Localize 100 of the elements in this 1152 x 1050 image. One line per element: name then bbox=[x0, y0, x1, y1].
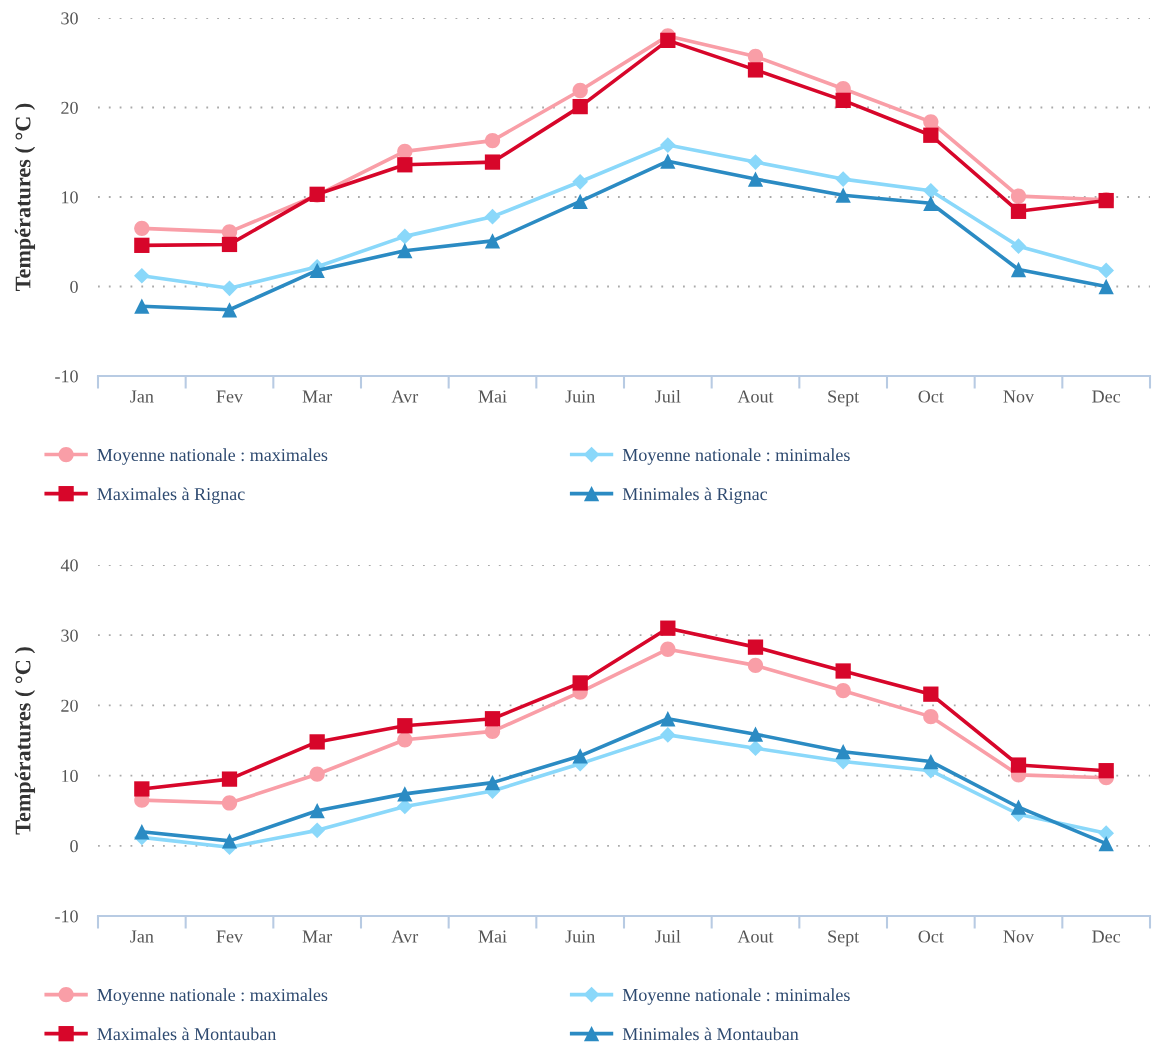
x-tick-label: Aout bbox=[737, 930, 774, 943]
point bbox=[659, 727, 676, 743]
point bbox=[1010, 261, 1027, 278]
y-tick-label: 30 bbox=[61, 629, 78, 642]
x-tick-label: Mar bbox=[302, 930, 333, 943]
point bbox=[660, 711, 676, 727]
y-tick-label: -10 bbox=[55, 370, 78, 383]
y-tick-label: 20 bbox=[61, 699, 78, 712]
point bbox=[397, 157, 413, 173]
point bbox=[923, 753, 939, 770]
point bbox=[484, 233, 501, 249]
point bbox=[1098, 836, 1114, 852]
point bbox=[1098, 278, 1114, 295]
y-axis-title: Températures ( °C ) bbox=[14, 103, 36, 291]
y-tick-label: 40 bbox=[60, 559, 78, 572]
point bbox=[923, 114, 939, 130]
point bbox=[572, 82, 588, 99]
x-tick-label: Fev bbox=[216, 930, 244, 943]
point bbox=[309, 822, 326, 839]
point bbox=[134, 781, 150, 797]
point bbox=[923, 195, 939, 211]
point bbox=[572, 748, 588, 764]
legend-label: Maximales à Rignac bbox=[97, 487, 245, 504]
point bbox=[221, 302, 238, 318]
x-tick-label: Mai bbox=[478, 930, 507, 943]
point bbox=[221, 795, 238, 811]
point bbox=[484, 711, 501, 727]
point bbox=[484, 774, 501, 791]
x-tick-label: Mai bbox=[478, 390, 507, 403]
point bbox=[397, 718, 413, 734]
legend-label: Maximales à Montauban bbox=[97, 1027, 277, 1041]
point bbox=[221, 280, 238, 297]
legend-label: Moyenne nationale : maximales bbox=[97, 448, 328, 465]
point bbox=[923, 686, 939, 702]
point bbox=[835, 663, 851, 679]
point bbox=[922, 182, 939, 199]
point bbox=[747, 62, 764, 78]
x-tick-label: Mar bbox=[302, 390, 333, 403]
point bbox=[1010, 799, 1027, 815]
y-tick-label: 10 bbox=[62, 191, 78, 204]
point bbox=[660, 641, 676, 657]
point bbox=[309, 766, 325, 782]
point bbox=[484, 132, 501, 149]
x-tick-label: Dec bbox=[1092, 390, 1121, 403]
point bbox=[309, 262, 325, 279]
point bbox=[747, 154, 764, 170]
point bbox=[309, 803, 325, 819]
point bbox=[572, 193, 588, 210]
y-tick-label: 10 bbox=[62, 769, 78, 783]
point bbox=[133, 267, 150, 284]
y-tick-label: 30 bbox=[61, 12, 78, 25]
point bbox=[134, 220, 150, 236]
point bbox=[747, 726, 764, 742]
x-tick-label: Jan bbox=[130, 390, 154, 403]
point bbox=[221, 771, 238, 787]
point bbox=[134, 824, 150, 840]
point bbox=[747, 171, 764, 187]
point bbox=[660, 153, 676, 169]
point bbox=[221, 833, 238, 849]
point bbox=[835, 171, 852, 187]
point bbox=[134, 298, 150, 314]
x-tick-label: Sept bbox=[828, 390, 860, 407]
point bbox=[747, 639, 764, 655]
x-tick-label: Nov bbox=[1003, 930, 1035, 943]
y-tick-label: 0 bbox=[70, 840, 78, 853]
x-tick-label: Juil bbox=[655, 389, 681, 403]
y-tick-label: 0 bbox=[70, 280, 78, 293]
legend-label: Moyenne nationale : minimales bbox=[622, 448, 850, 465]
point bbox=[747, 657, 764, 674]
point bbox=[1098, 763, 1114, 779]
point bbox=[397, 243, 413, 259]
x-tick-label: Nov bbox=[1003, 390, 1035, 403]
point bbox=[397, 732, 413, 748]
point bbox=[1010, 203, 1027, 219]
x-tick-label: Oct bbox=[918, 930, 944, 943]
point bbox=[572, 675, 588, 691]
point bbox=[659, 137, 676, 153]
point bbox=[572, 173, 589, 190]
point bbox=[1098, 825, 1115, 842]
x-tick-label: Fev bbox=[216, 390, 244, 403]
legend-label: Minimales à Montauban bbox=[622, 1027, 799, 1041]
x-tick-label: Juil bbox=[655, 929, 681, 943]
point bbox=[572, 98, 588, 115]
point bbox=[309, 734, 325, 750]
legend-label: Minimales à Rignac bbox=[622, 487, 768, 504]
point bbox=[923, 127, 939, 143]
point bbox=[397, 786, 413, 802]
point bbox=[1010, 238, 1027, 255]
point bbox=[1010, 188, 1027, 204]
legend-label: Moyenne nationale : maximales bbox=[97, 988, 328, 1005]
point bbox=[835, 744, 851, 760]
y-axis-title: Températures ( °C ) bbox=[14, 647, 36, 835]
point bbox=[1098, 262, 1115, 279]
point bbox=[747, 740, 764, 757]
point bbox=[747, 48, 764, 65]
point bbox=[660, 620, 676, 636]
x-tick-label: Oct bbox=[918, 390, 944, 403]
point bbox=[134, 237, 150, 253]
x-tick-label: Jan bbox=[130, 930, 154, 943]
x-tick-label: Juin bbox=[565, 390, 595, 403]
